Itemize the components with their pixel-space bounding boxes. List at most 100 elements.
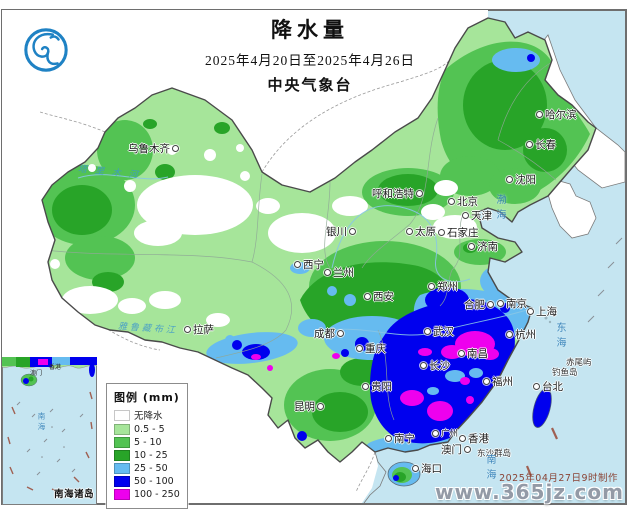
city-label: 上海 xyxy=(527,304,557,319)
city-name: 银川 xyxy=(326,226,347,238)
city-label: 杭州 xyxy=(506,327,536,342)
city-name: 西安 xyxy=(373,291,394,303)
city-label: 银川 xyxy=(326,224,356,239)
city-name: 兰州 xyxy=(333,267,354,279)
sea-name-label: 东海 xyxy=(554,322,565,352)
city-marker-icon xyxy=(527,308,534,315)
city-marker-icon xyxy=(406,228,413,235)
city-label: 长沙 xyxy=(420,358,450,373)
city-marker-icon xyxy=(483,378,490,385)
city-label: 呼和浩特 xyxy=(372,186,423,201)
city-marker-icon xyxy=(506,176,513,183)
city-label: 重庆 xyxy=(356,341,386,356)
city-name: 南宁 xyxy=(394,433,415,445)
city-label: 合肥 xyxy=(464,297,494,312)
legend-item: 25 - 50 xyxy=(114,463,180,474)
city-marker-icon xyxy=(432,429,439,437)
map-title-block: 降水量 2025年4月20日至2025年4月26日 中央气象台 xyxy=(155,14,465,95)
legend-item: 10 - 25 xyxy=(114,450,180,461)
city-name: 钓鱼岛 xyxy=(552,368,578,378)
city-label: 福州 xyxy=(483,374,513,389)
city-label: 沈阳 xyxy=(506,172,536,187)
inset-tiny-label: 澳门 xyxy=(30,370,43,377)
legend-swatch xyxy=(114,437,130,448)
city-label: 南京 xyxy=(497,296,527,311)
legend-title: 图例 (mm) xyxy=(114,391,180,404)
south-china-sea-inset: 南海 南海诸岛 香港 澳门 xyxy=(2,357,97,505)
map-agency: 中央气象台 xyxy=(267,78,353,94)
city-label: 海口 xyxy=(412,461,442,476)
city-label: 哈尔滨 xyxy=(536,107,577,122)
city-label: 钓鱼岛 xyxy=(552,366,578,378)
city-marker-icon xyxy=(438,229,445,236)
legend-label: 无降水 xyxy=(134,411,163,422)
city-name: 重庆 xyxy=(365,343,386,355)
legend-item: 无降水 xyxy=(114,408,180,422)
legend-swatch xyxy=(114,424,130,435)
city-label: 乌鲁木齐 xyxy=(128,141,179,156)
city-name: 昆明 xyxy=(294,401,315,413)
city-marker-icon xyxy=(356,345,363,352)
sea-name-label: 渤海 xyxy=(494,194,505,224)
city-name: 贵阳 xyxy=(371,381,392,393)
city-label: 郑州 xyxy=(428,279,458,294)
city-marker-icon xyxy=(364,293,371,300)
legend-swatch xyxy=(114,409,130,421)
city-label: 西安 xyxy=(364,289,394,304)
city-marker-icon xyxy=(420,362,427,369)
city-label: 贵阳 xyxy=(362,379,392,394)
city-name: 郑州 xyxy=(437,281,458,293)
city-marker-icon xyxy=(324,269,331,276)
city-label: 石家庄 xyxy=(438,225,479,240)
inset-map xyxy=(2,357,97,505)
city-name: 济南 xyxy=(477,241,498,253)
inset-islands xyxy=(16,401,84,476)
city-name: 赤尾屿 xyxy=(566,358,592,368)
legend-label: 0.5 - 5 xyxy=(134,424,165,435)
legend-label: 10 - 25 xyxy=(134,450,168,461)
city-marker-icon xyxy=(349,228,356,235)
city-marker-icon xyxy=(448,198,455,205)
city-name: 武汉 xyxy=(433,326,454,338)
inset-hainan xyxy=(20,373,38,387)
city-marker-icon xyxy=(526,141,533,148)
city-name: 广州 xyxy=(441,429,459,439)
watermark: www.365jz.com xyxy=(434,480,624,504)
sea-islands xyxy=(544,237,623,324)
city-name: 上海 xyxy=(536,306,557,318)
city-marker-icon xyxy=(416,190,423,197)
legend-swatch xyxy=(114,450,130,461)
inset-sea-label: 南海 xyxy=(37,412,46,433)
city-marker-icon xyxy=(464,446,471,453)
city-name: 南京 xyxy=(506,298,527,310)
map-title: 降水量 xyxy=(271,18,349,42)
city-marker-icon xyxy=(294,261,301,268)
legend-label: 25 - 50 xyxy=(134,463,168,474)
city-marker-icon xyxy=(533,383,540,390)
city-name: 石家庄 xyxy=(447,227,479,239)
inset-tiny-label: 香港 xyxy=(49,364,62,371)
city-name: 南昌 xyxy=(467,348,488,360)
city-marker-icon xyxy=(362,383,369,390)
city-name: 沈阳 xyxy=(515,174,536,186)
city-marker-icon xyxy=(468,243,475,250)
city-name: 太原 xyxy=(415,226,436,238)
city-name: 哈尔滨 xyxy=(545,109,577,121)
city-marker-icon xyxy=(172,145,179,152)
city-name: 杭州 xyxy=(515,329,536,341)
city-label: 赤尾屿 xyxy=(566,356,592,368)
city-label: 北京 xyxy=(448,194,478,209)
city-label: 济南 xyxy=(468,239,498,254)
legend-swatch xyxy=(114,463,130,474)
city-marker-icon xyxy=(337,330,344,337)
city-name: 天津 xyxy=(471,210,492,222)
agency-logo xyxy=(24,28,68,72)
city-marker-icon xyxy=(428,283,435,290)
city-marker-icon xyxy=(497,300,504,307)
city-label: 香港 xyxy=(459,431,489,446)
city-name: 东沙群岛 xyxy=(477,449,512,459)
city-label: 澳门 xyxy=(441,442,471,457)
city-marker-icon xyxy=(462,212,469,219)
city-marker-icon xyxy=(536,111,543,118)
